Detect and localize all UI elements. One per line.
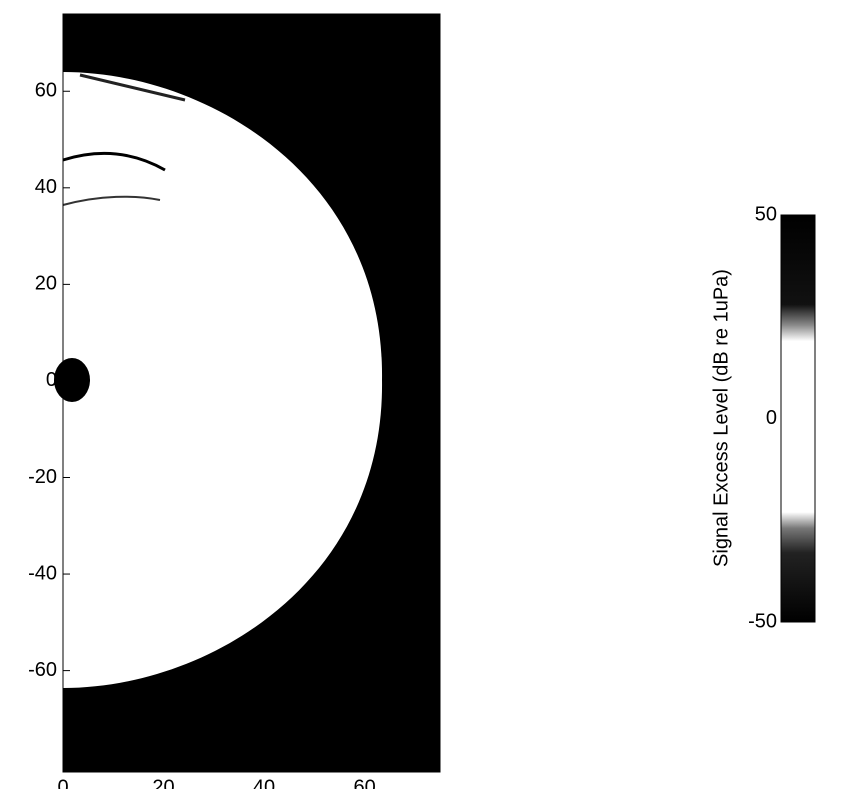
colorbar-tick-label: -50 — [748, 610, 777, 632]
colorbar-label: Signal Excess Level (dB re 1uPa) — [710, 269, 732, 567]
y-tick-label: -60 — [28, 659, 57, 681]
y-tick-label: 40 — [35, 176, 57, 198]
image — [54, 14, 440, 772]
y-tick-label: 0 — [46, 369, 57, 391]
y-tick-label: -20 — [28, 466, 57, 488]
x-tick-label: 60 — [353, 776, 375, 789]
colorbar-tick-label: 50 — [755, 203, 777, 225]
colorbar-tick-label: 0 — [766, 407, 777, 429]
colorbar — [780, 214, 816, 623]
y-tick-label: 20 — [35, 273, 57, 295]
x-tick-label: 0 — [57, 776, 68, 789]
axes-frame — [62, 13, 441, 773]
x-tick-label: 20 — [152, 776, 174, 789]
x-tick-label: 40 — [253, 776, 275, 789]
axes: 0 20 40 60 -60 -40 -20 0 20 40 60 -50 0 50 — [28, 13, 787, 789]
y-tick-label: 60 — [35, 80, 57, 102]
y-tick-label: -40 — [28, 562, 57, 584]
